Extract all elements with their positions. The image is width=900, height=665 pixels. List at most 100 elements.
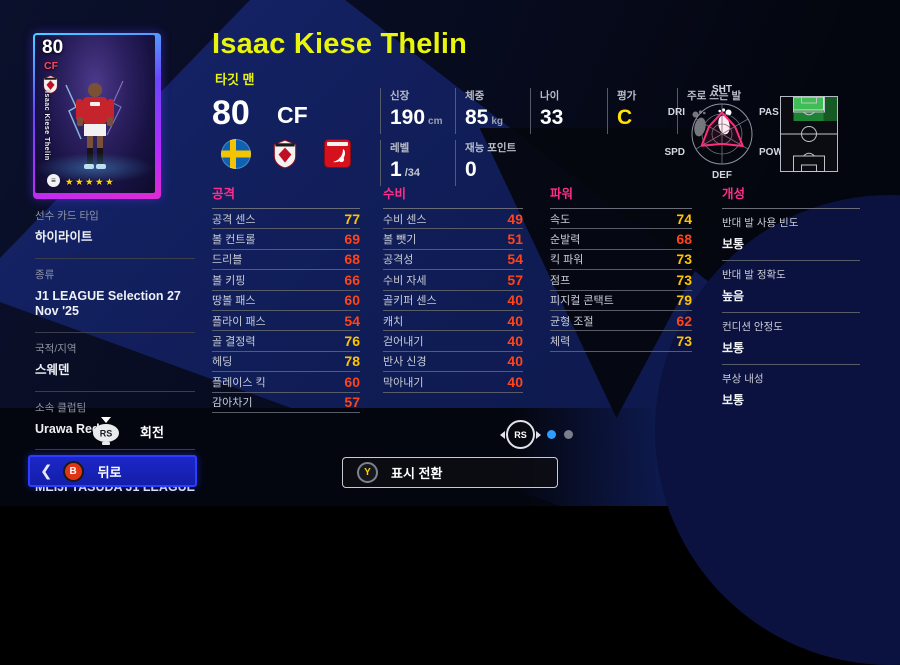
page-title: Isaac Kiese Thelin	[212, 28, 468, 60]
section-header: 개성	[722, 183, 860, 209]
stat-row: 반사 신경 40	[383, 352, 523, 373]
field-value: Urawa Reds	[35, 421, 107, 436]
trait-row: 반대 발 정확도 높음	[722, 261, 860, 313]
radar-label-spd: SPD	[664, 147, 685, 158]
grade-label: 평가	[617, 90, 637, 102]
gamepad-b-icon: B	[62, 460, 84, 482]
age-value: 33	[540, 106, 564, 129]
stat-row: 볼 키핑 66	[212, 270, 360, 291]
trait-row: 부상 내성 보통	[722, 373, 764, 407]
talent-label: 재능 포인트	[465, 142, 517, 154]
player-card-art: 80 CF Isaac Kiese Thelin ≡ ★★★★★	[35, 35, 155, 193]
urawa-reds-badge-icon	[273, 139, 297, 169]
field-pack-type: 종류 J1 LEAGUE Selection 27 Nov '25	[35, 259, 195, 333]
position-map	[780, 96, 838, 172]
info-grade: 평가 C	[607, 88, 636, 134]
field-label: 종류	[35, 268, 55, 281]
info-talent-points: 재능 포인트 0	[455, 140, 516, 186]
radar-label-dri: DRI	[667, 107, 685, 118]
section-header: 수비	[383, 183, 523, 209]
stat-column-defense: 수비 수비 센스 49 볼 뺏기 51 공격성 54 수비 자세 57 골키퍼 센스 40…	[383, 183, 523, 393]
info-level: 레벨 1/34	[380, 140, 420, 186]
svg-text:RS: RS	[100, 429, 113, 439]
info-age: 나이 33	[530, 88, 563, 134]
stat-row: 점프 73	[550, 270, 692, 291]
level-max: /34	[404, 167, 420, 179]
right-stick-icon: RS	[500, 420, 541, 449]
stat-row: 볼 컨트롤 69	[212, 229, 360, 250]
section-header: 공격	[212, 183, 360, 209]
stat-column-power: 파워 속도 74 순발력 68 킥 파워 73 점프 73 피지컬 콘택트 79 균형 조…	[550, 183, 692, 352]
stat-row: 공격성 54	[383, 250, 523, 271]
height-label: 신장	[390, 90, 410, 102]
field-club: 소속 클럽팀 Urawa Reds	[35, 392, 195, 451]
stat-row: 속도 74	[550, 209, 692, 230]
level-label: 레벨	[390, 142, 410, 154]
pager-dot[interactable]	[564, 430, 573, 439]
card-star-rating: ★★★★★	[65, 177, 116, 188]
stat-row: 킥 파워 73	[550, 250, 692, 271]
playing-style-label: 타깃 맨	[215, 72, 255, 87]
stat-row: 골키퍼 센스 40	[383, 291, 523, 311]
field-value: J1 LEAGUE Selection 27 Nov '25	[35, 288, 181, 319]
rotate-label: 회전	[140, 424, 164, 440]
urawa-reds-badge-icon	[43, 75, 58, 94]
foot-label: 주로 쓰는 발	[687, 90, 742, 102]
back-button[interactable]: ❮ B 뒤로	[28, 455, 197, 487]
level-value: 1	[390, 158, 402, 181]
stat-row: 드리블 68	[212, 250, 360, 271]
stat-row: 수비 자세 57	[383, 270, 523, 291]
stat-row: 플레이스 킥 60	[212, 372, 360, 393]
stat-row: 순발력 68	[550, 229, 692, 250]
gamepad-y-icon: Y	[357, 462, 378, 483]
player-card[interactable]: 80 CF Isaac Kiese Thelin ≡ ★★★★★	[33, 33, 161, 199]
stat-row: 볼 뺏기 51	[383, 229, 523, 250]
field-nationality: 국적/지역 스웨덴	[35, 333, 195, 392]
card-position: CF	[44, 60, 58, 72]
stat-row: 걷어내기 40	[383, 331, 523, 352]
weight-value: 85	[465, 106, 489, 129]
trait-row: 반대 발 사용 빈도 보통	[722, 209, 860, 261]
grade-value: C	[617, 106, 633, 129]
stat-row: 체력 73	[550, 331, 692, 352]
stat-row: 수비 센스 49	[383, 209, 523, 230]
card-series-icon: ≡	[47, 174, 60, 187]
stat-column-attack: 공격 공격 센스 77 볼 컨트롤 69 드리블 68 볼 키핑 66 땅볼 패스 60 …	[212, 183, 360, 413]
position-zone-secondary	[823, 97, 837, 121]
section-header: 파워	[550, 183, 692, 209]
position-label: CF	[277, 102, 308, 128]
radar-label-def: DEF	[712, 170, 732, 181]
radar-label-sht: SHT	[712, 84, 732, 95]
field-value: 스웨덴	[35, 362, 70, 377]
attribute-radar-chart: SHT PAS POW DEF SPD DRI	[645, 84, 805, 188]
field-label: 소속 클럽팀	[35, 401, 87, 414]
chevron-left-icon: ❮	[40, 463, 53, 480]
field-label: 국적/지역	[35, 342, 77, 355]
player-figure	[65, 80, 124, 169]
j-league-badge-icon	[324, 139, 351, 168]
radar-label-pow: POW	[759, 147, 783, 158]
stat-row: 헤딩 78	[212, 352, 360, 373]
toggle-display-button[interactable]: Y 표시 전환	[342, 457, 558, 488]
traits-column: 개성 반대 발 사용 빈도 보통 반대 발 정확도 높음 컨디션 안정도 보통 …	[722, 183, 860, 416]
stat-row: 플라이 패스 54	[212, 311, 360, 332]
weight-label: 체중	[465, 90, 485, 102]
rotate-hint[interactable]: RS 회전	[84, 416, 164, 446]
card-player-name: Isaac Kiese Thelin	[43, 91, 50, 161]
info-height: 신장 190 cm	[380, 88, 443, 134]
field-label: 선수 카드 타입	[35, 210, 99, 222]
talent-value: 0	[465, 158, 477, 181]
stat-row: 골 결정력 76	[212, 331, 360, 352]
page-indicator: RS	[500, 420, 573, 449]
pager-dot-active[interactable]	[547, 430, 556, 439]
stat-row: 땅볼 패스 60	[212, 291, 360, 311]
trait-row: 컨디션 안정도 보통	[722, 313, 860, 365]
radar-label-pas: PAS	[759, 107, 779, 118]
age-label: 나이	[540, 90, 560, 102]
height-value: 190	[390, 106, 426, 129]
back-label: 뒤로	[97, 464, 122, 480]
card-rating: 80	[42, 37, 64, 58]
overall-rating: 80	[212, 94, 250, 132]
stat-row: 감아차기 57	[212, 393, 360, 413]
height-unit: cm	[428, 116, 443, 127]
